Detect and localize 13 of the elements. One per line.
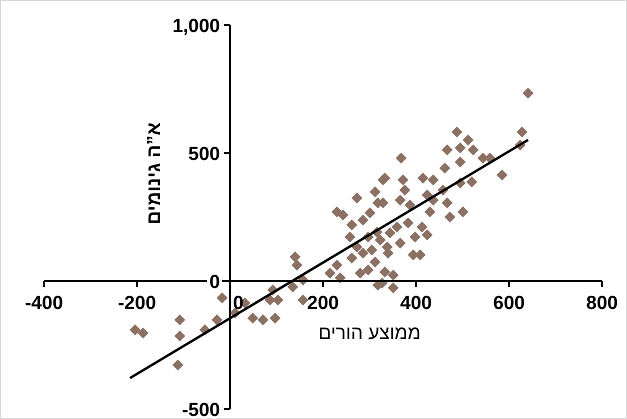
x-tick-label: 400: [400, 293, 432, 314]
x-tick-label: 600: [493, 293, 525, 314]
y-tick-label: 500: [188, 144, 220, 165]
x-axis-title: ממוצע הורים: [318, 323, 421, 344]
x-tick-label: 200: [307, 293, 339, 314]
y-axis-title: א”ה גינומים: [144, 122, 165, 225]
x-tick-label: -200: [118, 293, 156, 314]
y-tick-label: 0: [209, 272, 220, 293]
x-tick-label: -400: [24, 293, 64, 314]
x-tick-label: 800: [586, 293, 618, 314]
x-tick-label: 0: [233, 293, 244, 314]
y-tick-label: 1,000: [172, 16, 220, 37]
y-tick-label: -500: [182, 400, 220, 419]
